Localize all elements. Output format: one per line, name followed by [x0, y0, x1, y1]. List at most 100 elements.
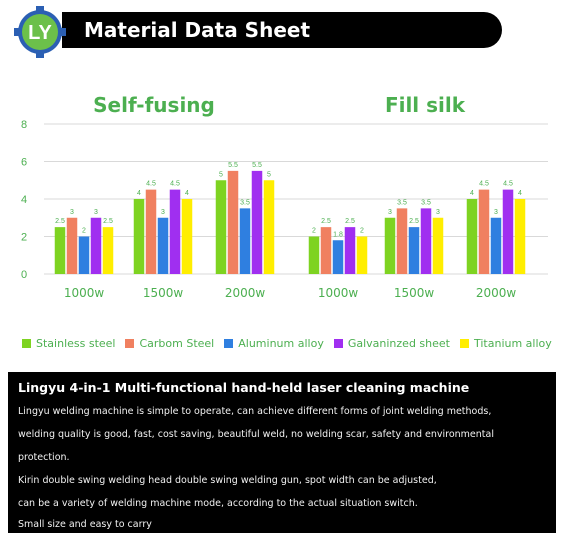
bar: [181, 199, 193, 274]
data-label: 2.5: [55, 218, 65, 225]
bar: [356, 236, 368, 274]
bar: [90, 217, 102, 274]
bar: [420, 208, 432, 274]
data-label: 2: [312, 228, 316, 235]
bar-chart: 0 2 4 6 8 Self-fusing Fill silk 2.5 3 2 3 2.5 1000w 4…: [21, 93, 548, 300]
bar: [54, 227, 66, 274]
bar: [396, 208, 408, 274]
legend-swatch: [224, 338, 234, 348]
group-title: Fill silk: [385, 93, 466, 117]
bar: [502, 189, 514, 274]
x-tick-label: 1000w: [318, 286, 359, 300]
x-tick-label: 1000w: [64, 286, 105, 300]
data-label: 2.5: [321, 218, 331, 225]
data-label: 4: [137, 190, 141, 197]
bar: [215, 180, 227, 274]
legend-item: Galvaninzed sheet: [333, 336, 450, 350]
data-label: 2: [82, 228, 86, 235]
page-title: Material Data Sheet: [84, 18, 311, 42]
data-label: 3.5: [240, 199, 250, 206]
x-tick-label: 2000w: [225, 286, 266, 300]
data-label: 2.5: [409, 218, 419, 225]
bar: [344, 227, 356, 274]
bar: [478, 189, 490, 274]
group-title: Self-fusing: [93, 93, 215, 117]
data-label: 3: [94, 209, 98, 216]
data-label: 5.5: [252, 162, 262, 169]
data-label: 4.5: [170, 181, 180, 188]
legend-label: Aluminum alloy: [238, 336, 324, 350]
y-tick-label: 6: [21, 157, 27, 169]
bar: [466, 199, 478, 274]
data-label: 2.5: [345, 218, 355, 225]
data-label: 5: [267, 171, 271, 178]
legend-label: Galvaninzed sheet: [347, 336, 450, 350]
description-line: Small size and easy to carry: [18, 519, 152, 530]
chart-area: 0 2 4 6 8 Self-fusing Fill silk 2.5 3 2 3 2.5 1000w 4…: [0, 70, 564, 370]
legend-swatch: [125, 338, 135, 348]
data-label: 4.5: [479, 181, 489, 188]
bar: [251, 170, 263, 274]
bar: [157, 217, 169, 274]
data-label: 2: [360, 228, 364, 235]
legend-swatch: [22, 338, 31, 348]
legend-item: Titanium alloy: [459, 336, 552, 350]
bar: [263, 180, 275, 274]
legend-label: Titanium alloy: [473, 336, 552, 350]
legend-label: Stainless steel: [36, 336, 116, 350]
description-line: protection.: [18, 452, 70, 463]
bar: [490, 217, 502, 274]
y-tick-label: 8: [21, 119, 27, 131]
legend-item: Aluminum alloy: [224, 337, 324, 350]
bar: [145, 189, 157, 274]
bar: [169, 189, 181, 274]
description-line: Lingyu welding machine is simple to oper…: [18, 406, 492, 417]
bar: [514, 199, 526, 274]
legend-item: Carbom Steel: [125, 337, 214, 350]
bar: [408, 227, 420, 274]
bar: [239, 208, 251, 274]
data-label: 5: [219, 171, 223, 178]
data-label: 3: [388, 209, 392, 216]
y-tick-label: 0: [21, 269, 27, 281]
data-label: 3.5: [421, 199, 431, 206]
y-tick-label: 4: [21, 194, 27, 206]
logo-text: LY: [28, 22, 52, 44]
bar: [102, 227, 114, 274]
header-bar: [62, 12, 502, 48]
logo-icon: LY: [14, 6, 66, 58]
x-tick-label: 1500w: [143, 286, 184, 300]
bar: [432, 217, 444, 274]
legend-item: Stainless steel: [22, 337, 115, 350]
data-label: 1.8: [333, 231, 343, 238]
data-label: 4: [470, 190, 474, 197]
chart-legend: Stainless steel Carbom Steel Aluminum allo…: [22, 334, 562, 352]
data-label: 3.5: [397, 199, 407, 206]
legend-swatch: [459, 338, 469, 348]
data-label: 2.5: [103, 218, 113, 225]
description-panel: Lingyu 4-in-1 Multi-functional hand-held…: [8, 372, 556, 533]
legend-swatch: [333, 338, 343, 348]
bar: [384, 217, 396, 274]
description-line: welding quality is good, fast, cost savi…: [18, 429, 494, 440]
bar: [78, 236, 90, 274]
description-line: can be a variety of welding machine mode…: [18, 498, 418, 509]
data-label: 4: [518, 190, 522, 197]
data-label: 3: [494, 209, 498, 216]
bar: [133, 199, 145, 274]
x-tick-label: 1500w: [394, 286, 435, 300]
x-tick-label: 2000w: [476, 286, 517, 300]
data-label: 3: [70, 209, 74, 216]
data-label: 3: [161, 209, 165, 216]
data-label: 5.5: [228, 162, 238, 169]
description-title: Lingyu 4-in-1 Multi-functional hand-held…: [18, 380, 470, 395]
data-label: 3: [436, 209, 440, 216]
data-label: 4.5: [503, 181, 513, 188]
y-tick-label: 2: [21, 232, 27, 244]
data-label: 4.5: [146, 181, 156, 188]
data-label: 4: [185, 190, 189, 197]
legend-label: Carbom Steel: [139, 336, 215, 350]
bar: [66, 217, 78, 274]
description-line: Kirin double swing welding head double s…: [18, 475, 437, 486]
bar: [320, 227, 332, 274]
